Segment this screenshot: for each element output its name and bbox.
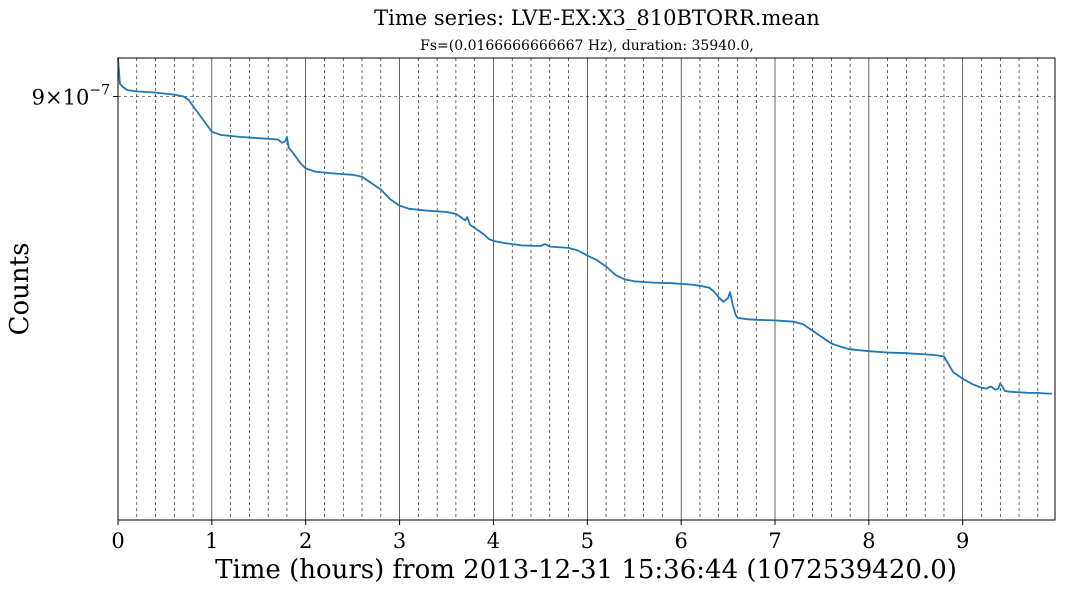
x-tick-label: 4 (487, 529, 500, 553)
x-tick-label: 9 (956, 529, 969, 553)
x-axis-label: Time (hours) from 2013-12-31 15:36:44 (1… (215, 555, 957, 585)
y-axis-label: Counts (5, 243, 35, 336)
x-tick-label: 2 (299, 529, 312, 553)
series-layer (117, 57, 1052, 395)
series-line (117, 57, 1052, 395)
x-tick-label: 3 (393, 529, 406, 553)
grid-lines (117, 58, 1055, 520)
x-axis-ticks: 0 1 2 3 4 5 6 7 8 9 (111, 520, 969, 553)
x-tick-label: 6 (674, 529, 687, 553)
x-tick-label: 8 (862, 529, 875, 553)
chart-subtitle: Fs=(0.0166666666667 Hz), duration: 35940… (420, 38, 754, 54)
x-tick-label: 7 (768, 529, 781, 553)
y-axis-ticks: 9×10−7 (32, 83, 118, 110)
x-tick-label: 5 (581, 529, 594, 553)
chart-title: Time series: LVE-EX:X3_810BTORR.mean (374, 6, 820, 30)
x-tick-label: 1 (205, 529, 218, 553)
plot-frame (117, 57, 1056, 521)
x-tick-label: 0 (111, 529, 124, 553)
y-tick-label: 9×10−7 (32, 83, 110, 110)
